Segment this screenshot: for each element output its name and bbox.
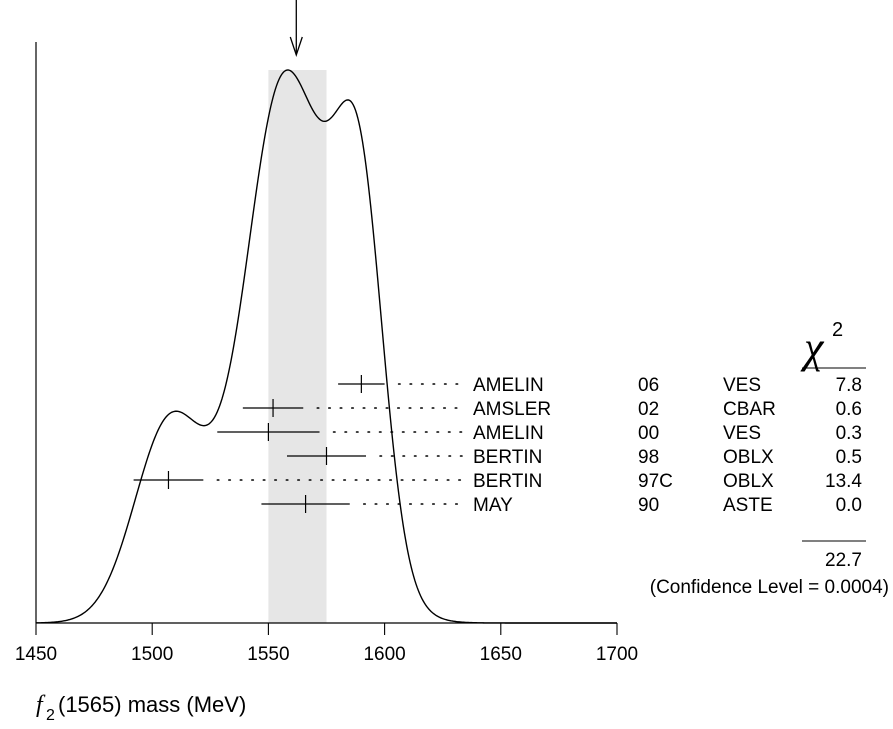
x-tick-label-1450: 1450 [15, 644, 57, 665]
experiment-label-2: VES [723, 423, 761, 444]
chi2-header-symbol: χ [800, 323, 825, 372]
author-label-3: BERTIN [473, 447, 542, 468]
experiment-label-3: OBLX [723, 447, 774, 468]
x-axis-title-symbol: f [36, 692, 46, 718]
experiment-label-1: CBAR [723, 399, 776, 420]
year-label-4: 97C [638, 471, 673, 492]
chi2-total: 22.7 [825, 550, 862, 571]
ideogram-curve [35, 69, 617, 624]
x-tick-label-1550: 1550 [247, 644, 289, 665]
author-label-2: AMELIN [473, 423, 544, 444]
experiment-label-5: ASTE [723, 495, 773, 516]
x-axis-tick-labels: 1450 1500 1550 1600 1650 1700 [15, 644, 638, 665]
x-tick-label-1700: 1700 [596, 644, 638, 665]
year-label-3: 98 [638, 447, 659, 468]
chi2-value-5: 0.0 [836, 495, 862, 516]
year-label-2: 00 [638, 423, 659, 444]
chi2-header-superscript: 2 [832, 319, 843, 341]
measurements-group: AMELIN 06 VES 7.8 AMSLER 02 CBAR 0.6 AMELIN 00 VES… [133, 375, 862, 516]
chi2-value-0: 7.8 [836, 375, 862, 396]
x-tick-label-1600: 1600 [363, 644, 405, 665]
year-label-5: 90 [638, 495, 659, 516]
confidence-level-note: (Confidence Level = 0.0004) [650, 577, 889, 598]
author-label-4: BERTIN [473, 471, 542, 492]
weighted-average-band [268, 70, 327, 623]
chi2-value-3: 0.5 [836, 447, 862, 468]
author-label-5: MAY [473, 495, 513, 516]
x-axis-title-text: (1565) mass (MeV) [58, 692, 246, 717]
author-label-1: AMSLER [473, 399, 551, 420]
author-label-0: AMELIN [473, 375, 544, 396]
experiment-label-4: OBLX [723, 471, 774, 492]
average-arrow [289, 0, 303, 58]
chi2-value-2: 0.3 [836, 423, 862, 444]
x-tick-label-1500: 1500 [131, 644, 173, 665]
x-tick-label-1650: 1650 [480, 644, 522, 665]
year-label-0: 06 [638, 375, 659, 396]
year-label-1: 02 [638, 399, 659, 420]
chi2-value-1: 0.6 [836, 399, 862, 420]
experiment-label-0: VES [723, 375, 761, 396]
chi2-value-4: 13.4 [825, 471, 862, 492]
x-axis-ticks [35, 623, 618, 635]
x-axis-title-subscript: 2 [46, 707, 55, 724]
x-axis-title: f 2 (1565) mass (MeV) [36, 692, 246, 724]
chi2-header: χ 2 [800, 319, 866, 372]
